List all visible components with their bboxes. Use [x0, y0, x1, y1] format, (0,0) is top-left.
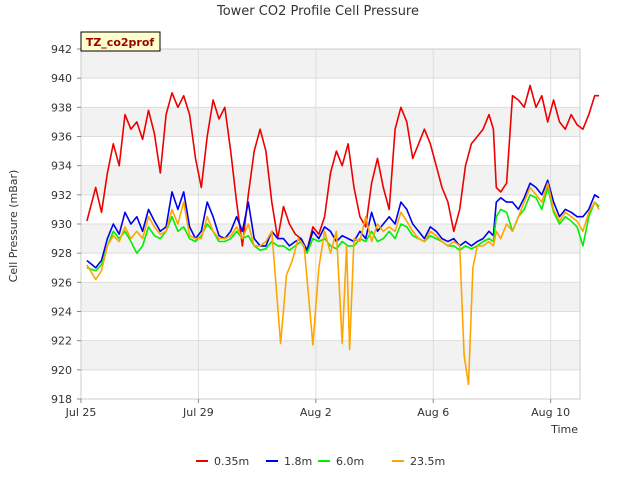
x-axis-ticks: Jul 25 Jul 29 Aug 2 Aug 6 Aug 10 [65, 399, 570, 419]
y-axis-ticks: 918 920 922 924 926 928 930 932 934 936 938 940 942 [51, 43, 81, 406]
grid-band [81, 340, 580, 370]
y-tick-label: 922 [51, 335, 72, 348]
x-tick-label: Jul 25 [65, 406, 97, 419]
x-tick-label: Aug 2 [300, 406, 332, 419]
legend: 0.35m 1.8m 6.0m 23.5m [196, 455, 445, 468]
x-axis-label: Time [550, 423, 578, 436]
gridlines [80, 48, 580, 400]
series-lines [86, 84, 600, 386]
x-tick-label: Aug 6 [417, 406, 449, 419]
y-tick-label: 932 [51, 189, 72, 202]
grid-band [81, 107, 580, 137]
grid-band [81, 49, 580, 79]
y-tick-label: 942 [51, 43, 72, 56]
y-tick-label: 926 [51, 276, 72, 289]
chart-title: Tower CO2 Profile Cell Pressure [216, 4, 419, 19]
y-tick-label: 924 [51, 306, 72, 319]
y-tick-label: 940 [51, 72, 72, 85]
y-tick-label: 920 [51, 364, 72, 377]
y-tick-label: 934 [51, 160, 72, 173]
y-axis-label: Cell Pressure (mBar) [7, 170, 20, 283]
legend-label-6.0m: 6.0m [336, 455, 364, 468]
y-tick-label: 930 [51, 218, 72, 231]
legend-label-0.35m: 0.35m [214, 455, 249, 468]
legend-label-23.5m: 23.5m [410, 455, 445, 468]
series-line-0.35m [86, 84, 600, 251]
grid-band [81, 282, 580, 312]
y-tick-label: 928 [51, 247, 72, 260]
badge-label: TZ_co2prof [86, 36, 155, 49]
x-tick-label: Jul 29 [182, 406, 214, 419]
series-line-23.5m [86, 182, 600, 386]
y-tick-label: 936 [51, 131, 72, 144]
badge-box [80, 31, 161, 52]
badge: TZ_co2prof [80, 31, 161, 52]
grid-bands [81, 49, 580, 370]
x-tick-label: Aug 10 [531, 406, 570, 419]
legend-label-1.8m: 1.8m [284, 455, 312, 468]
y-tick-label: 938 [51, 101, 72, 114]
y-tick-label: 918 [51, 393, 72, 406]
series-line-1.8m [86, 179, 600, 269]
